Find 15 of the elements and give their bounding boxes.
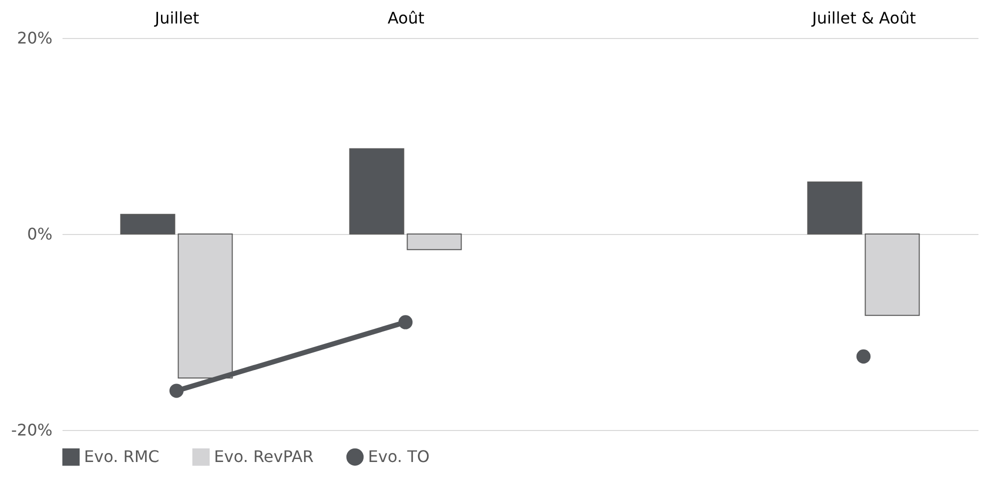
x-tick-label: Août	[388, 8, 424, 28]
bar	[349, 148, 404, 234]
x-tick-label: Juillet & Août	[811, 8, 916, 28]
x-tick-label: Juillet	[154, 8, 200, 28]
y-tick-label: 0%	[27, 224, 52, 244]
point	[398, 315, 413, 330]
legend-label: Evo. TO	[368, 447, 430, 466]
bar	[120, 214, 176, 234]
point	[856, 349, 871, 364]
point	[169, 384, 184, 398]
bar	[807, 182, 862, 234]
y-tick-label: -20%	[11, 420, 52, 440]
y-tick-label: 20%	[16, 28, 52, 48]
legend-label: Evo. RMC	[84, 447, 160, 466]
legend-label: Evo. RevPAR	[214, 447, 314, 466]
